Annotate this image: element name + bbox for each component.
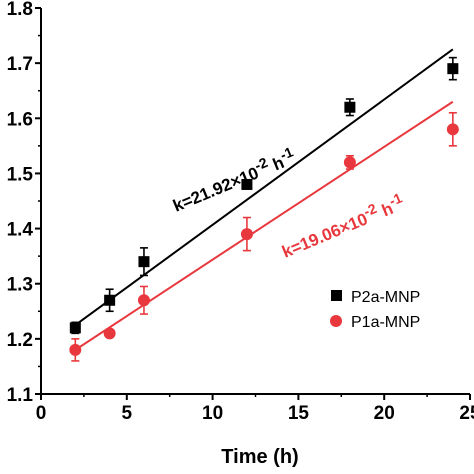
legend-label-p1a: P1a-MNP — [351, 314, 420, 331]
x-tick-label: 5 — [122, 403, 133, 424]
y-tick-label: 1.4 — [7, 220, 34, 241]
y-tick-label: 1.2 — [7, 330, 33, 351]
x-tick-label: 10 — [202, 403, 223, 424]
x-axis-title: Time (h) — [221, 446, 298, 468]
annotation-p1a: k=19.06×10-2 h-1 — [277, 189, 407, 261]
data-point-p1a — [343, 156, 356, 169]
legend-marker-p2a — [331, 290, 342, 301]
y-tick-label: 1.7 — [7, 54, 33, 75]
legend-marker-p1a — [330, 315, 342, 327]
x-tick-label: 25 — [459, 403, 474, 424]
y-tick-label: 1.6 — [7, 109, 33, 130]
legend: P2a-MNP P1a-MNP — [330, 289, 420, 331]
fit-line-p2a — [74, 48, 454, 326]
data-point-p1a — [69, 343, 82, 356]
data-point-p2a — [104, 294, 116, 306]
y-tick-label: 1.5 — [7, 164, 34, 185]
data-point-p2a — [69, 322, 81, 334]
data-point-p1a — [137, 294, 150, 307]
y-tick-label: 1.8 — [7, 0, 33, 20]
annotation-p2a: k=21.92×10-2 h-1 — [168, 143, 298, 215]
y-tick-label: 1.1 — [7, 385, 34, 406]
x-tick-label: 0 — [36, 403, 47, 424]
plot-area: 0 5 10 15 20 25 1.1 1.2 1.3 1.4 1.5 1.6 1.7 1.8 — [7, 0, 474, 424]
y-tick-label: 1.3 — [7, 275, 33, 296]
data-point-p2a — [344, 101, 356, 113]
x-tick-label: 15 — [288, 403, 310, 424]
legend-label-p2a: P2a-MNP — [351, 289, 420, 306]
x-tick-label: 20 — [374, 403, 395, 424]
data-point-p1a — [103, 327, 116, 340]
fit-line-p1a — [74, 100, 454, 351]
data-point-p1a — [446, 123, 459, 136]
data-point-p1a — [240, 228, 253, 241]
data-point-p2a — [241, 178, 253, 190]
data-point-p2a — [447, 63, 459, 75]
data-point-p2a — [138, 256, 150, 268]
